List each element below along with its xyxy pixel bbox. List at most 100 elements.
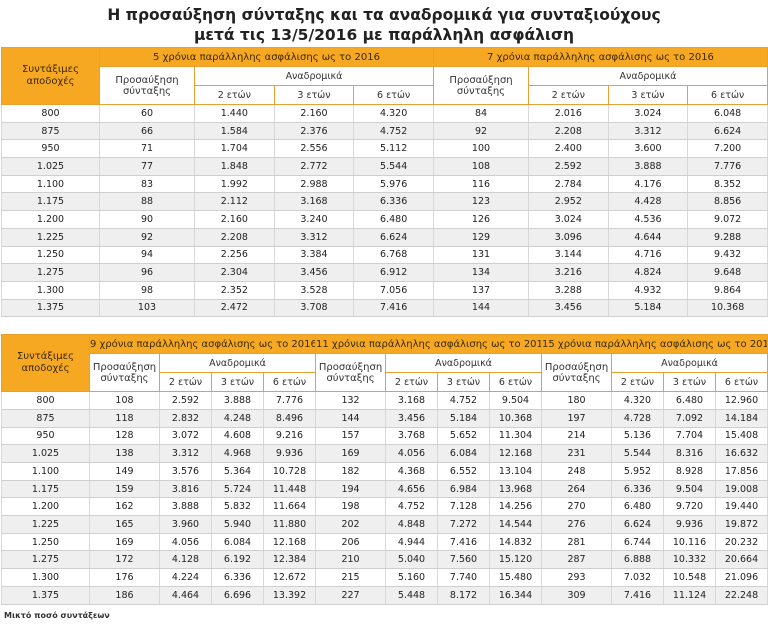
cell: 264 xyxy=(541,479,613,499)
cell: 287 xyxy=(541,550,613,570)
cell: 6.624 xyxy=(687,121,768,141)
cell: 4.224 xyxy=(159,568,212,587)
cell: 2.832 xyxy=(159,408,212,428)
cell: 4.608 xyxy=(211,426,264,446)
tables: Συντάξιμες αποδοχές 5 χρόνια παράλληλης α… xyxy=(0,47,768,605)
cell: 875 xyxy=(1,408,90,428)
data-row: 1.175 88 2.112 3.168 6.336 123 2.952 4.428 8.856 xyxy=(1,192,768,212)
cell: 77 xyxy=(99,157,195,176)
cell: 2.592 xyxy=(527,157,609,176)
cell: 108 xyxy=(89,391,160,410)
cell: 5.448 xyxy=(385,585,439,605)
data-row: 1.275 172 4.128 6.192 12.384 210 5.040 7.560 15.… xyxy=(1,550,768,570)
cell: 202 xyxy=(315,515,387,534)
cell: 5.364 xyxy=(211,462,264,481)
cell: 4.428 xyxy=(607,192,689,212)
cell: 4.320 xyxy=(353,104,434,123)
cell: 137 xyxy=(432,280,529,300)
period-header: 2 ετών xyxy=(159,372,212,393)
cell: 12.960 xyxy=(715,391,768,410)
cell: 5.160 xyxy=(385,568,439,587)
cell: 96 xyxy=(99,263,195,282)
cell: 172 xyxy=(89,550,160,570)
cell: 7.416 xyxy=(353,298,434,318)
cell: 162 xyxy=(89,497,160,517)
cell: 22.248 xyxy=(715,585,768,605)
cell: 1.100 xyxy=(1,462,90,481)
title-line: Η προσαύξηση σύνταξης και τα αναδρομικά … xyxy=(107,6,661,24)
cell: 12.672 xyxy=(262,568,317,587)
cell: 134 xyxy=(432,263,529,282)
data-table: Συντάξιμες αποδοχές 5 χρόνια παράλληλης α… xyxy=(1,47,768,318)
period-header: 3 ετών xyxy=(437,372,491,393)
cell: 800 xyxy=(1,104,100,123)
cell: 2.304 xyxy=(194,263,275,282)
period-header: 6 ετών xyxy=(353,85,434,105)
cell: 4.248 xyxy=(211,408,264,428)
period-header: 2 ετών xyxy=(194,85,275,105)
data-row: 800 60 1.440 2.160 4.320 84 2.016 3.024 6.048 xyxy=(1,104,768,123)
cell: 6.768 xyxy=(353,245,434,265)
period-header: 2 ετών xyxy=(611,372,665,393)
cell: 19.440 xyxy=(715,497,768,517)
cell: 20.232 xyxy=(715,532,768,552)
cell: 215 xyxy=(315,568,387,587)
cell: 157 xyxy=(315,426,387,446)
group-title: 7 χρόνια παράλληλης ασφάλισης ως το 2016 xyxy=(432,47,768,67)
cell: 2.160 xyxy=(194,210,275,229)
cell: 3.312 xyxy=(273,227,355,247)
cell: 92 xyxy=(432,121,529,141)
footer-note: Μικτό ποσό συντάξεων xyxy=(4,610,110,620)
cell: 7.200 xyxy=(687,139,768,159)
cell: 9.936 xyxy=(262,444,317,463)
cell: 83 xyxy=(99,174,195,194)
cell: 1.200 xyxy=(1,210,100,229)
cell: 3.456 xyxy=(385,408,439,428)
cell: 227 xyxy=(315,585,387,605)
cell: 129 xyxy=(432,227,529,247)
cell: 3.168 xyxy=(385,391,439,410)
increase-header: Προσαύξηση σύνταξης xyxy=(315,353,387,393)
period-header: 6 ετών xyxy=(715,372,768,393)
cell: 1.704 xyxy=(194,139,275,159)
cell: 9.504 xyxy=(663,479,717,499)
cell: 3.096 xyxy=(527,227,609,247)
cell: 3.144 xyxy=(527,245,609,265)
cell: 2.016 xyxy=(527,104,609,123)
cell: 3.576 xyxy=(159,462,212,481)
cell: 14.256 xyxy=(489,497,543,517)
cell: 3.816 xyxy=(159,479,212,499)
cell: 118 xyxy=(89,408,160,428)
cell: 60 xyxy=(99,104,195,123)
cell: 4.848 xyxy=(385,515,439,534)
cell: 11.304 xyxy=(489,426,543,446)
cell: 3.888 xyxy=(607,157,689,176)
cell: 6.084 xyxy=(437,444,491,463)
cell: 197 xyxy=(541,408,613,428)
cell: 6.336 xyxy=(611,479,665,499)
cell: 90 xyxy=(99,210,195,229)
cell: 4.932 xyxy=(607,280,689,300)
cell: 6.984 xyxy=(437,479,491,499)
cell: 276 xyxy=(541,515,613,534)
cell: 180 xyxy=(541,391,613,410)
cell: 4.536 xyxy=(607,210,689,229)
cell: 1.225 xyxy=(1,515,90,534)
cell: 5.184 xyxy=(607,298,689,318)
cell: 149 xyxy=(89,462,160,481)
title: Η προσαύξηση σύνταξης και τα αναδρομικά … xyxy=(0,0,768,45)
group-title: 5 χρόνια παράλληλης ασφάλισης ως το 2016 xyxy=(99,47,434,67)
cell: 4.320 xyxy=(611,391,665,410)
increase-header: Προσαύξηση σύνταξης xyxy=(541,353,613,393)
header-row: Προσαύξηση σύνταξης Αναδρομικά Προσαύξηση … xyxy=(2,66,768,105)
cell: 4.644 xyxy=(607,227,689,247)
period-header: 3 ετών xyxy=(663,372,717,393)
cell: 2.208 xyxy=(194,227,275,247)
period-header: 6 ετών xyxy=(262,372,317,393)
cell: 4.728 xyxy=(611,408,665,428)
cell: 138 xyxy=(89,444,160,463)
cell: 7.272 xyxy=(437,515,491,534)
cell: 3.024 xyxy=(607,104,689,123)
cell: 13.104 xyxy=(489,462,543,481)
cell: 116 xyxy=(432,174,529,194)
